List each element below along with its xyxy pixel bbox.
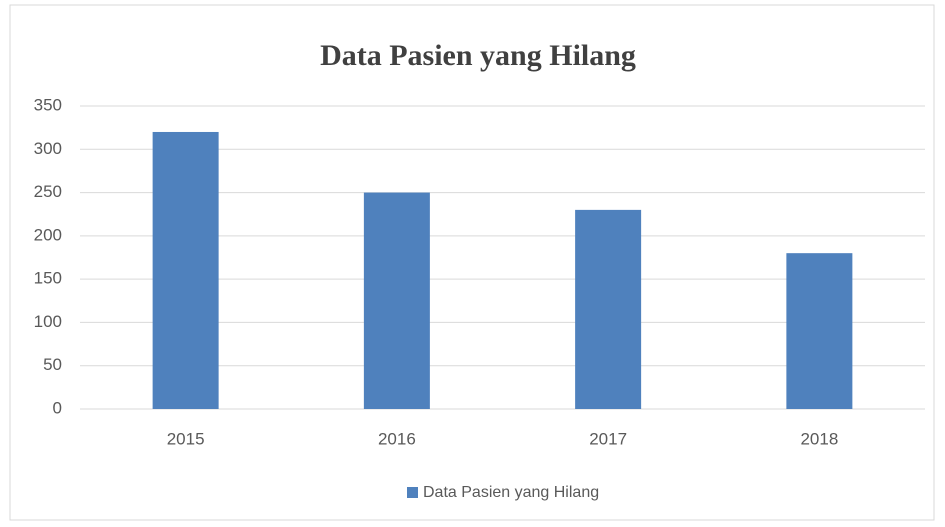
bar bbox=[786, 253, 852, 409]
bar bbox=[575, 210, 641, 409]
y-tick-label: 350 bbox=[34, 95, 62, 114]
x-tick-label: 2016 bbox=[378, 429, 416, 448]
y-tick-label: 250 bbox=[34, 182, 62, 201]
bar bbox=[364, 193, 430, 409]
chart: Data Pasien yang Hilang 0 50 100 150 200 250 3… bbox=[0, 0, 945, 527]
y-tick-label: 0 bbox=[53, 398, 62, 417]
chart-title: Data Pasien yang Hilang bbox=[320, 39, 636, 72]
y-tick-label: 200 bbox=[34, 225, 62, 244]
bar bbox=[153, 132, 219, 409]
x-tick-label: 2017 bbox=[589, 429, 627, 448]
y-tick-label: 100 bbox=[34, 312, 62, 331]
y-tick-label: 150 bbox=[34, 269, 62, 288]
legend-label: Data Pasien yang Hilang bbox=[423, 484, 599, 501]
x-tick-label: 2018 bbox=[800, 429, 838, 448]
y-tick-label: 50 bbox=[43, 355, 62, 374]
x-tick-label: 2015 bbox=[167, 429, 205, 448]
y-tick-label: 300 bbox=[34, 139, 62, 158]
legend-swatch bbox=[407, 487, 418, 498]
